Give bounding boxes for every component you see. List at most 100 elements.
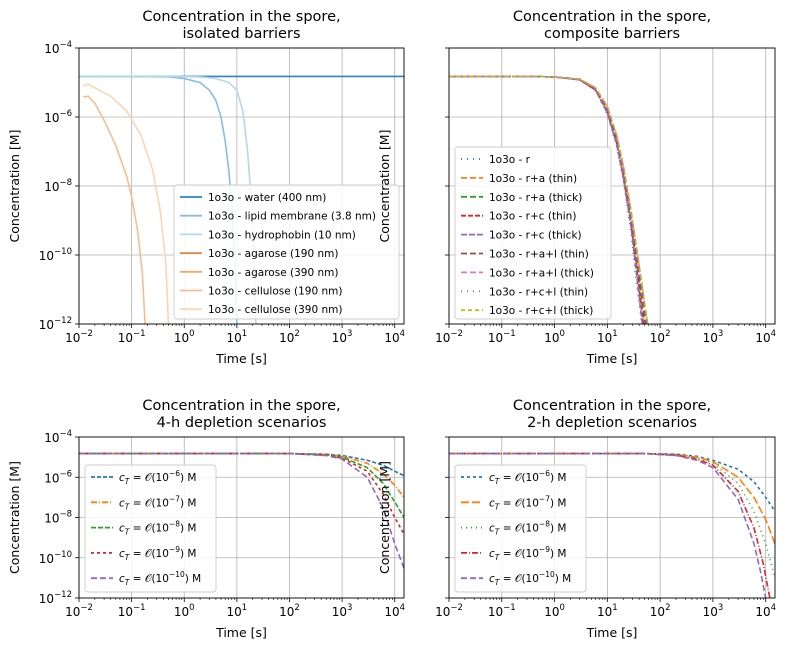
- x-tick-label: 103: [703, 329, 724, 345]
- series-line-2: [79, 452, 404, 498]
- legend-label: 1o3o - r+c+l (thick): [489, 305, 593, 317]
- x-tick-label: 102: [650, 603, 671, 619]
- series-group: [449, 452, 775, 598]
- legend-label: 1o3o - r: [489, 154, 531, 166]
- legend-label: cT = 𝒪(10−7) M: [489, 494, 566, 511]
- legend-label: cT = 𝒪(10−10) M: [489, 570, 571, 587]
- series-line-3: [449, 452, 775, 579]
- series-line-7: [82, 83, 170, 324]
- y-tick-label: 10−10: [39, 247, 72, 263]
- y-tick-label: 10−8: [44, 510, 72, 526]
- x-tick-label: 103: [703, 603, 724, 619]
- chart-title: Concentration in the spore, 4-h depletion…: [142, 398, 340, 431]
- legend-box: [173, 184, 400, 320]
- legend: cT = 𝒪(10−6) M cT = 𝒪(10−7) M cT = 𝒪(10−8)…: [84, 464, 217, 593]
- x-tick-label: 103: [332, 329, 353, 345]
- subplot-2: 10−2 10−1 100 101 102 103 104 Concentration in …: [377, 9, 776, 366]
- legend-label: cT = 𝒪(10−8) M: [119, 520, 196, 537]
- legend-label: 1o3o - cellulose (190 nm): [208, 286, 342, 298]
- series-line-4: [449, 452, 771, 598]
- legend-box: [84, 464, 217, 593]
- chart-title: Concentration in the spore, isolated barr…: [142, 9, 340, 42]
- legend-label: 1o3o - r+a+l (thick): [489, 267, 594, 279]
- y-axis-label: Concentration [M]: [7, 461, 22, 574]
- series-group: [79, 452, 404, 569]
- legend-label: 1o3o - r+c+l (thin): [489, 286, 588, 298]
- x-tick-label: 100: [174, 603, 195, 619]
- legend-label: cT = 𝒪(10−6) M: [489, 469, 566, 486]
- x-axis-label: Time [s]: [586, 351, 638, 366]
- x-tick-label: 104: [384, 603, 405, 619]
- x-axis-label: Time [s]: [215, 351, 267, 366]
- legend-label: 1o3o - agarose (390 nm): [208, 267, 338, 279]
- x-tick-label: 100: [174, 329, 195, 345]
- x-tick-label: 10−1: [118, 329, 146, 345]
- x-tick-label: 104: [755, 329, 776, 345]
- legend-label: cT = 𝒪(10−10) M: [119, 570, 201, 587]
- legend: 1o3o - water (400 nm) 1o3o - lipid membra…: [173, 184, 400, 320]
- legend-label: 1o3o - r+a+l (thin): [489, 249, 589, 261]
- series-group: [449, 75, 649, 324]
- chart-title: Concentration in the spore, 2-h depletion…: [513, 398, 711, 431]
- x-tick-label: 10−2: [65, 329, 93, 345]
- chart-title: Concentration in the spore, composite bar…: [513, 9, 711, 42]
- y-axis-label: Concentration [M]: [377, 461, 392, 574]
- x-tick-label: 102: [279, 329, 300, 345]
- x-tick-label: 10−2: [435, 329, 463, 345]
- x-tick-label: 104: [384, 329, 405, 345]
- legend-label: 1o3o - hydrophobin (10 nm): [208, 229, 356, 241]
- x-tick-label: 100: [544, 603, 565, 619]
- x-tick-label: 10−2: [435, 603, 463, 619]
- subplot-4: 10−2 10−1 100 101 102 103 104 Concentration in …: [377, 398, 776, 640]
- y-tick-label: 10−10: [39, 550, 72, 566]
- legend-label: cT = 𝒪(10−8) M: [489, 520, 566, 537]
- series-line-6: [83, 95, 146, 324]
- legend-label: cT = 𝒪(10−9) M: [489, 545, 566, 562]
- legend: 1o3o - r 1o3o - r+a (thin) 1o3o - r+a (thi…: [454, 146, 612, 320]
- series-line-3: [79, 452, 404, 518]
- legend-label: 1o3o - r+c (thin): [489, 211, 576, 223]
- legend-box: [454, 464, 587, 593]
- legend: cT = 𝒪(10−6) M cT = 𝒪(10−7) M cT = 𝒪(10−8)…: [454, 464, 587, 593]
- series-line-9: [449, 75, 649, 324]
- x-tick-label: 101: [597, 329, 618, 345]
- x-tick-label: 101: [597, 603, 618, 619]
- x-tick-label: 104: [755, 603, 776, 619]
- legend-label: 1o3o - cellulose (390 nm): [208, 304, 342, 316]
- legend-label: 1o3o - r+a (thick): [489, 192, 582, 204]
- legend-label: 1o3o - agarose (190 nm): [208, 248, 338, 260]
- y-tick-label: 10−4: [44, 429, 72, 445]
- legend-label: cT = 𝒪(10−7) M: [119, 494, 196, 511]
- x-tick-label: 10−1: [488, 603, 516, 619]
- y-tick-label: 10−8: [44, 178, 72, 194]
- legend-label: 1o3o - water (400 nm): [208, 192, 326, 204]
- x-tick-label: 102: [279, 603, 300, 619]
- legend-label: cT = 𝒪(10−9) M: [119, 545, 196, 562]
- x-tick-label: 10−2: [65, 603, 93, 619]
- subplot-3: 10−2 10−1 100 101 102 103 104 10−12 10−10 10−8 10−…: [7, 398, 405, 640]
- x-tick-label: 10−1: [488, 329, 516, 345]
- y-tick-label: 10−6: [44, 109, 72, 125]
- subplot-1: 10−2 10−1 100 101 102 103 104 10−12 10−10 10−8 10−…: [7, 9, 405, 366]
- x-tick-label: 10−1: [118, 603, 146, 619]
- x-tick-label: 101: [227, 603, 248, 619]
- x-axis-label: Time [s]: [586, 625, 638, 640]
- y-axis-label: Concentration [M]: [377, 130, 392, 243]
- x-tick-label: 102: [650, 329, 671, 345]
- x-tick-label: 101: [227, 329, 248, 345]
- y-tick-label: 10−4: [44, 40, 72, 56]
- x-tick-label: 103: [332, 603, 353, 619]
- y-tick-label: 10−6: [44, 469, 72, 485]
- legend-label: 1o3o - r+c (thick): [489, 230, 582, 242]
- series-line-5: [449, 452, 767, 598]
- y-axis-label: Concentration [M]: [7, 130, 22, 243]
- legend-box: [454, 146, 612, 320]
- x-tick-label: 100: [544, 329, 565, 345]
- y-tick-label: 10−12: [39, 316, 72, 332]
- legend-label: 1o3o - lipid membrane (3.8 nm): [208, 211, 376, 223]
- legend-label: cT = 𝒪(10−6) M: [119, 469, 196, 486]
- y-tick-label: 10−12: [39, 590, 72, 606]
- series-line-8: [449, 75, 646, 324]
- series-line-5: [79, 452, 404, 569]
